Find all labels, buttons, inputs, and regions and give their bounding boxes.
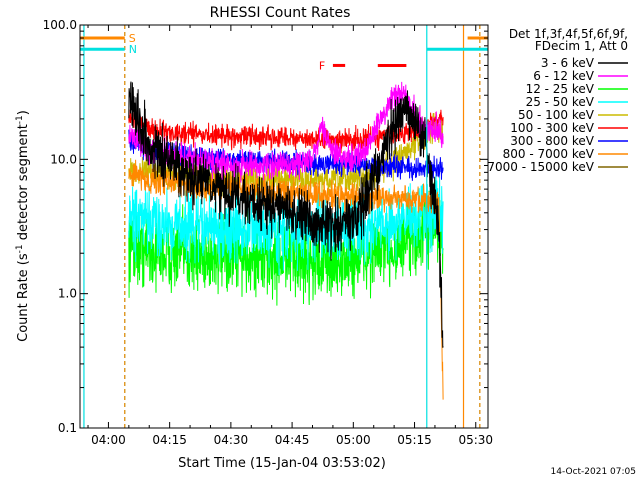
x-tick-label-0500: 05:00 [336,433,371,447]
y-axis-label: Count Rate (s-1 detector segment-1) [15,110,31,342]
plot-area: SN F [79,24,489,429]
legend-label-800-7000-keV-kev: 800 - 7000 keV [503,147,595,161]
y-axis-label-sup1: -1 [15,244,25,253]
legend-label-12-25-keV-kev: 12 - 25 keV [526,82,595,96]
legend-label-3-6-keV-kev: 3 - 6 keV [541,56,595,70]
x-tick-label-0515: 05:15 [397,433,432,447]
y-axis-label-sup2: -1 [15,115,25,124]
chart-title: RHESSI Count Rates [210,5,351,21]
series-line-3-6-keV-kev [128,81,444,348]
y-tick-label-1: 1.0 [58,287,77,301]
y-tick-label-0: 0.1 [58,421,77,435]
legend-label-6-12-keV-kev: 6 - 12 keV [533,69,595,83]
segment-label-n: N [129,43,137,56]
y-axis-label-suffix: ) [16,110,31,115]
y-tick-label-2: 10.0 [50,152,77,166]
legend-label-50-100-keV-kev: 50 - 100 keV [518,108,595,122]
marker-layer: SN F [80,25,488,428]
legend-label-7000-15000-keV-kev: 7000 - 15000 keV [487,160,594,174]
legend-label-300-800-keV-kev: 300 - 800 keV [510,134,594,148]
x-tick-label-0430: 04:30 [214,433,249,447]
series-layer [128,81,444,400]
y-axis-label-prefix: Count Rate (s [16,253,31,342]
legend-label-25-50-keV-kev: 25 - 50 keV [526,95,595,109]
x-tick-label-0400: 04:00 [91,433,126,447]
x-tick-label-0415: 04:15 [152,433,187,447]
legend-header-line1: Det 1f,3f,4f,5f,6f,9f, [509,27,628,41]
plot-frame [79,24,489,429]
y-axis-label-middle: detector segment [16,124,31,244]
y-tick-label-3: 100.0 [43,18,77,32]
legend-header-line2: FDecim 1, Att 0 [535,39,628,53]
footer-date: 14-Oct-2021 07:05 [551,467,636,477]
y-axis: 0.1 1.0 10.0 100.0 [43,18,488,435]
x-axis-label: Start Time (15-Jan-04 03:53:02) [178,456,386,471]
x-tick-label-0530: 05:30 [458,433,493,447]
flare-label: F [319,59,325,72]
legend: Det 1f,3f,4f,5f,6f,9f, FDecim 1, Att 0 3… [487,27,628,174]
x-tick-label-0445: 04:45 [275,433,310,447]
segment-label-s: S [129,32,136,45]
legend-label-100-300-keV-kev: 100 - 300 keV [510,121,594,135]
x-axis: 04:00 04:15 04:30 04:45 05:00 05:15 05:30 [87,25,493,447]
